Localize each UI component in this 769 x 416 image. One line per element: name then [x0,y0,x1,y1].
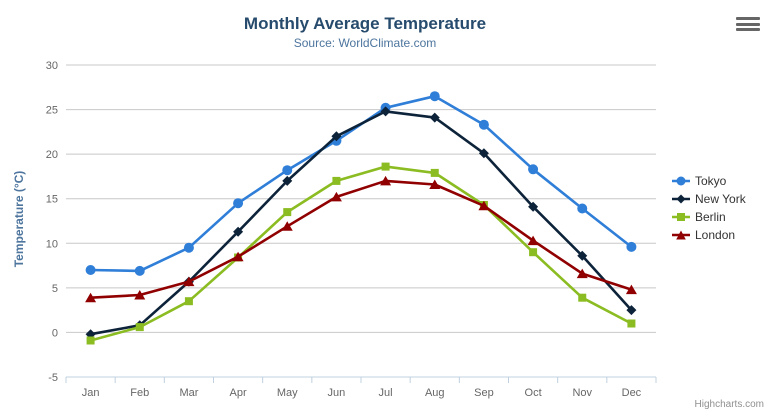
legend-label: London [695,228,736,242]
x-axis-tick-label: Sep [474,387,494,399]
hamburger-bar [736,28,760,31]
x-axis-tick-label: Oct [525,387,542,399]
series-marker-london [429,179,441,189]
series-marker-berlin [135,323,144,332]
y-axis-tick-label: -5 [48,372,58,384]
series-marker-london [232,251,244,262]
legend-label: Berlin [695,210,726,224]
series-marker-tokyo [233,198,244,209]
x-axis-tick-label: Jul [379,387,393,399]
series-marker-tokyo [478,119,489,130]
series-marker-tokyo [577,203,588,214]
square-legend-icon [672,213,690,221]
series-marker-berlin [578,293,587,302]
series-marker-tokyo [626,241,637,252]
series-marker-london [380,175,392,186]
hamburger-bar [736,17,760,20]
legend-label: Tokyo [695,174,727,188]
x-axis-tick-label: Mar [179,387,198,399]
series-marker-tokyo [85,265,96,275]
y-axis-tick-label: 5 [52,283,58,295]
credits-link[interactable]: Highcharts.com [694,399,764,410]
series-marker-berlin [332,176,341,185]
chart-subtitle: Source: WorldClimate.com [293,36,437,50]
series-marker-berlin [627,319,636,328]
series-line-berlin [90,165,633,342]
x-axis-tick-label: Aug [425,387,445,399]
series-marker-new-york [380,106,391,117]
series-marker-berlin [529,248,538,257]
series-marker-berlin [430,168,439,177]
series-marker-new-york [331,131,342,142]
series-marker-tokyo [183,242,194,253]
series-marker-new-york [429,112,440,123]
x-axis-tick-label: Feb [130,387,149,399]
x-axis-tick-label: Dec [622,387,642,399]
series-marker-london [330,191,342,202]
series-marker-tokyo [528,164,539,175]
y-axis-tick-label: 25 [46,105,58,117]
y-axis-tick-label: 15 [46,194,58,206]
series-marker-london [85,292,97,303]
x-axis-tick-label: Apr [230,387,247,399]
x-axis-tick-label: Jun [328,387,346,399]
y-axis-tick-label: 0 [52,327,58,339]
legend-marker [676,176,686,186]
series-marker-london [527,235,539,246]
legend-marker [676,194,686,204]
series-marker-tokyo [282,165,293,176]
series-marker-london [576,268,588,279]
series-marker-london [478,200,490,211]
y-axis-tick-label: 10 [46,238,58,250]
triangle-legend-icon [672,230,690,240]
legend-item-london[interactable]: London [672,228,746,242]
legend-marker [676,230,686,240]
y-axis-tick-label: 30 [46,60,58,72]
series-marker-new-york [528,201,539,212]
series-marker-berlin [86,336,95,345]
series-marker-tokyo [429,91,440,102]
legend-item-new-york[interactable]: New York [672,192,746,206]
x-axis-tick-label: May [277,387,298,399]
hamburger-bar [736,22,760,26]
legend-marker [677,213,685,221]
series-marker-london [281,221,293,231]
x-axis-tick-label: Jan [82,387,100,399]
chart-title: Monthly Average Temperature [243,14,487,33]
series-marker-new-york [577,250,588,261]
series-marker-berlin [283,208,292,217]
series-marker-berlin [184,297,193,306]
series-marker-tokyo [134,265,145,276]
series-marker-new-york [282,175,293,186]
series-marker-london [183,276,195,287]
x-axis-tick-label: Nov [572,387,592,399]
legend-item-berlin[interactable]: Berlin [672,210,746,224]
y-axis-tick-label: 20 [46,149,58,161]
legend: Tokyo New York Berlin London [672,174,746,242]
legend-item-tokyo[interactable]: Tokyo [672,174,746,188]
circle-legend-icon [672,176,690,186]
series-marker-berlin [381,162,390,171]
series-marker-london [625,284,637,295]
series-line-london [90,179,632,299]
series-line-new-york [90,110,633,336]
diamond-legend-icon [672,194,690,204]
hamburger-icon[interactable] [736,15,760,33]
series-marker-new-york [233,226,244,237]
legend-label: New York [695,192,746,206]
series-marker-new-york [478,148,489,159]
series-marker-london [134,290,146,300]
series-marker-new-york [626,305,637,316]
